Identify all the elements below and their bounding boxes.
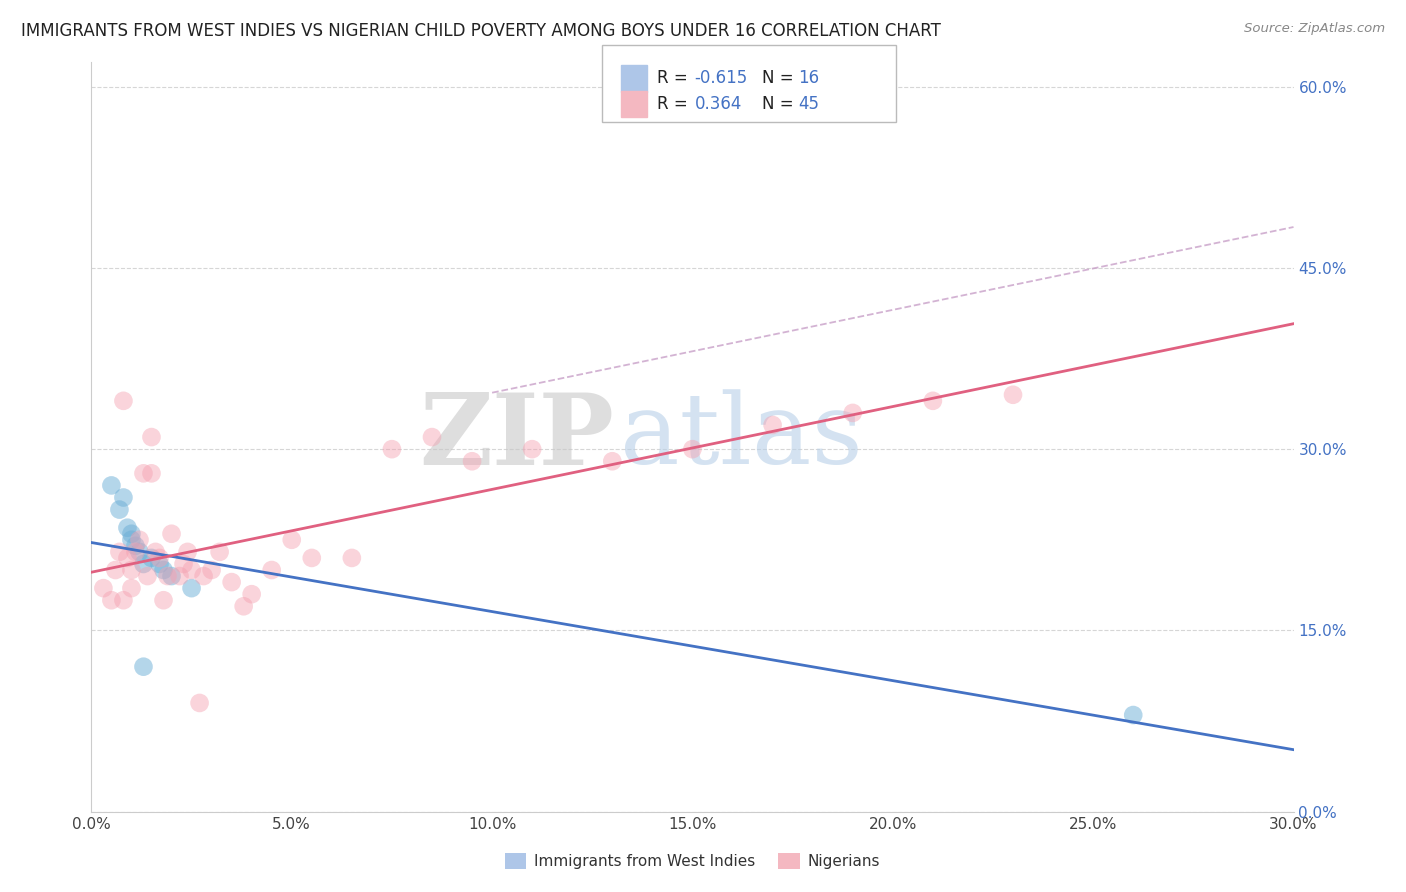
Text: 45: 45 — [799, 95, 820, 113]
Point — [136, 569, 159, 583]
Point — [148, 550, 170, 565]
Text: N =: N = — [762, 70, 799, 87]
Point — [841, 406, 863, 420]
Point — [208, 545, 231, 559]
Point — [381, 442, 404, 457]
Point — [1122, 708, 1144, 723]
Text: Source: ZipAtlas.com: Source: ZipAtlas.com — [1244, 22, 1385, 36]
Text: R =: R = — [657, 95, 693, 113]
Point — [121, 563, 143, 577]
Text: R =: R = — [657, 70, 693, 87]
Point — [221, 575, 243, 590]
Point — [132, 659, 155, 673]
Point — [762, 417, 785, 432]
Point — [152, 563, 174, 577]
Text: N =: N = — [762, 95, 799, 113]
Point — [461, 454, 484, 468]
Point — [160, 569, 183, 583]
Point — [180, 581, 202, 595]
Point — [145, 545, 167, 559]
Point — [141, 467, 163, 481]
Point — [176, 545, 198, 559]
Point — [152, 593, 174, 607]
Point — [128, 545, 150, 559]
Point — [240, 587, 263, 601]
Point — [193, 569, 215, 583]
Point — [160, 526, 183, 541]
Point — [112, 593, 135, 607]
Point — [117, 521, 139, 535]
Point — [121, 533, 143, 547]
Point — [602, 454, 624, 468]
Point — [93, 581, 115, 595]
Point — [112, 491, 135, 505]
Point — [169, 569, 191, 583]
Point — [132, 467, 155, 481]
Point — [100, 478, 122, 492]
Point — [124, 539, 146, 553]
Legend: Immigrants from West Indies, Nigerians: Immigrants from West Indies, Nigerians — [499, 847, 886, 875]
Point — [340, 550, 363, 565]
Point — [232, 599, 254, 614]
Text: IMMIGRANTS FROM WEST INDIES VS NIGERIAN CHILD POVERTY AMONG BOYS UNDER 16 CORREL: IMMIGRANTS FROM WEST INDIES VS NIGERIAN … — [21, 22, 941, 40]
Point — [121, 581, 143, 595]
Point — [124, 545, 146, 559]
Point — [681, 442, 703, 457]
Point — [180, 563, 202, 577]
Point — [121, 526, 143, 541]
Text: ZIP: ZIP — [419, 389, 614, 485]
Text: -0.615: -0.615 — [695, 70, 748, 87]
Text: 0.364: 0.364 — [695, 95, 742, 113]
Point — [108, 545, 131, 559]
Point — [188, 696, 211, 710]
Point — [156, 569, 179, 583]
Point — [141, 550, 163, 565]
Point — [141, 430, 163, 444]
Point — [922, 393, 945, 408]
Point — [104, 563, 127, 577]
Point — [1001, 388, 1024, 402]
Point — [281, 533, 304, 547]
Point — [148, 557, 170, 571]
Point — [100, 593, 122, 607]
Point — [522, 442, 544, 457]
Point — [420, 430, 443, 444]
Text: 16: 16 — [799, 70, 820, 87]
Point — [260, 563, 283, 577]
Point — [132, 557, 155, 571]
Point — [108, 502, 131, 516]
Point — [201, 563, 224, 577]
Point — [128, 533, 150, 547]
Point — [173, 557, 195, 571]
Point — [301, 550, 323, 565]
Text: atlas: atlas — [620, 389, 863, 485]
Point — [112, 393, 135, 408]
Point — [117, 550, 139, 565]
